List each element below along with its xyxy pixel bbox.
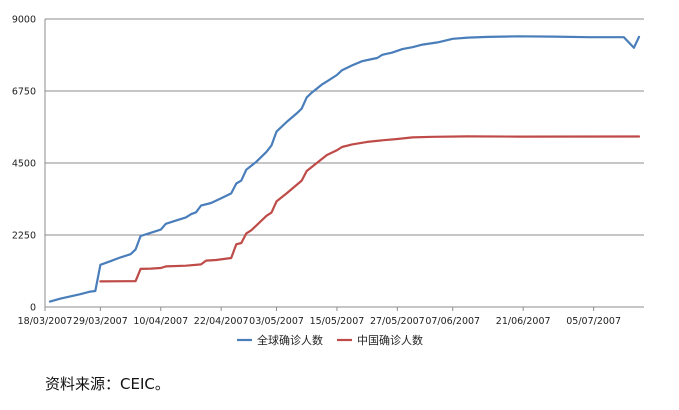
- x-tick-label: 29/03/2007: [73, 316, 128, 327]
- source-note: 资料来源：CEIC。: [45, 375, 170, 393]
- y-tick-label: 0: [30, 303, 36, 314]
- x-tick-label: 27/05/2007: [370, 316, 425, 327]
- x-tick-label: 21/06/2007: [496, 316, 551, 327]
- x-tick-labels: 18/03/2007 29/03/2007 10/04/2007 22/04/2007…: [18, 316, 621, 327]
- x-tick-label: 10/04/2007: [133, 316, 188, 327]
- x-tick-label: 18/03/2007: [18, 316, 73, 327]
- y-tick-label: 6750: [12, 87, 36, 98]
- legend-label-1: 全球确诊人数: [257, 333, 323, 347]
- x-tick-label: 22/04/2007: [194, 316, 249, 327]
- series-line-1: [48, 35, 641, 303]
- x-tick-label: 03/05/2007: [249, 316, 304, 327]
- series-lines: [48, 35, 641, 303]
- x-tick-label: 15/05/2007: [310, 316, 365, 327]
- y-tick-label: 9000: [12, 15, 36, 26]
- line-chart: 0 2250 4500 6750 9000 18/03/2007 29/03/2007 10…: [12, 15, 644, 347]
- y-tick-label: 4500: [12, 159, 36, 170]
- y-tick-label: 2250: [12, 231, 36, 242]
- x-tick-label: 05/07/2007: [566, 316, 621, 327]
- legend-label-2: 中国确诊人数: [357, 333, 423, 347]
- x-tick-label: 07/06/2007: [425, 316, 480, 327]
- gridlines: [45, 18, 644, 236]
- series-line-2: [99, 135, 641, 283]
- axes: [44, 19, 644, 311]
- y-tick-labels: 0 2250 4500 6750 9000: [12, 15, 36, 314]
- legend: 全球确诊人数 中国确诊人数: [237, 333, 423, 347]
